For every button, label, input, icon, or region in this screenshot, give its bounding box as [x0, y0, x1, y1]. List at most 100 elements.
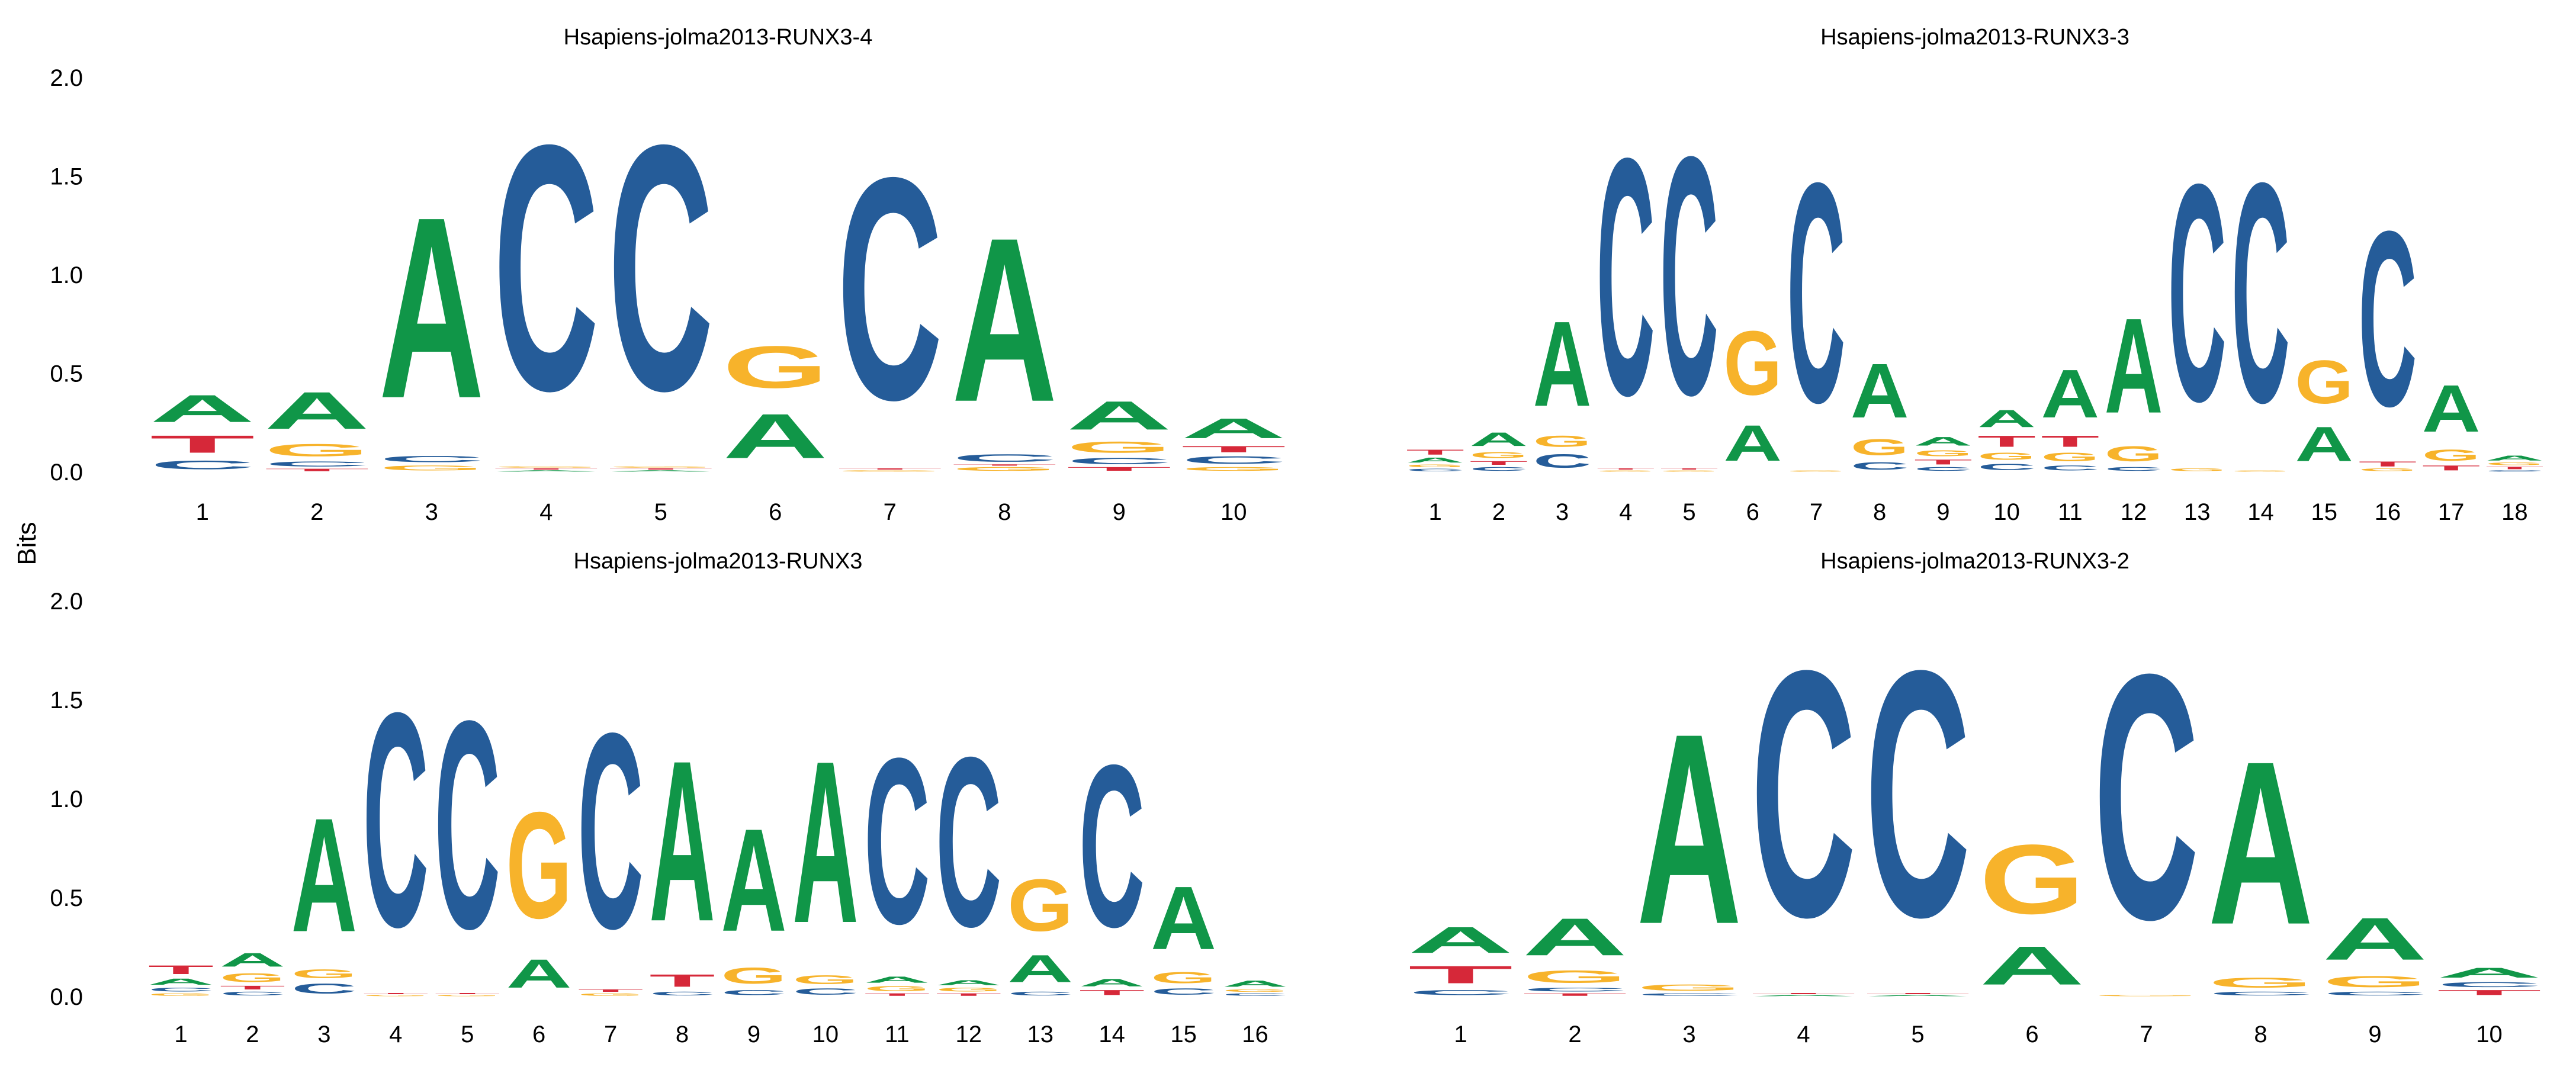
letter-a: A — [936, 979, 1001, 986]
letter-g: G — [1067, 438, 1172, 456]
x-tick-label: 12 — [2121, 499, 2147, 525]
letter-g: G — [2105, 442, 2163, 466]
letter-t: T — [1181, 444, 1286, 454]
letter-g: G — [363, 995, 429, 997]
letter-a: A — [493, 470, 599, 472]
letter-g: G — [1637, 983, 1742, 993]
logo-stack: AG — [506, 780, 572, 997]
logo-stack: CGA — [2323, 905, 2428, 997]
letter-a: A — [2422, 371, 2481, 446]
letter-t: T — [2485, 466, 2544, 470]
logo-stack: CGA — [1533, 295, 1592, 472]
letter-a: A — [2485, 454, 2544, 462]
x-tick-label: 10 — [812, 1021, 839, 1047]
logo-stack: CTA — [1408, 920, 1514, 997]
x-tick-label: 17 — [2438, 499, 2465, 525]
letter-t: T — [493, 468, 599, 470]
letter-g: G — [1914, 448, 1973, 458]
panel-title: Hsapiens-jolma2013-RUNX3-2 — [1820, 549, 2129, 574]
logo-stack: CGA — [2208, 712, 2314, 997]
logo-stack: GTC — [435, 658, 500, 997]
x-tick-label: 13 — [2184, 499, 2211, 525]
logo-stack: GC — [2231, 117, 2290, 472]
letter-c: C — [1406, 468, 1464, 472]
letter-c: C — [1470, 466, 1528, 472]
x-tick-label: 1 — [1428, 499, 1441, 525]
logo-panel-3: Hsapiens-jolma2013-RUNX3 0.0 0.5 1.0 1.5 2.0 1… — [50, 549, 1288, 1047]
letter-c: C — [1079, 716, 1145, 975]
x-tick-label: 4 — [389, 1021, 402, 1047]
logo-panel-1: Hsapiens-jolma2013-RUNX3-4 0.0 0.5 1.0 1.5 2.… — [50, 25, 1286, 525]
x-tick-label: 16 — [1242, 1021, 1268, 1047]
logo-stack: AG — [2295, 348, 2353, 472]
letter-c: C — [721, 989, 786, 997]
letter-g: G — [148, 992, 214, 997]
letter-c: C — [493, 73, 599, 464]
letter-t: T — [1406, 448, 1464, 456]
x-tick-label: 3 — [317, 1021, 330, 1047]
logo-stack: TGA — [2422, 371, 2481, 472]
letter-c: C — [2231, 117, 2290, 468]
logo-panel-4: Hsapiens-jolma2013-RUNX3-21CTA2TCGA3CGA4… — [1408, 549, 2542, 1047]
panel-title: Hsapiens-jolma2013-RUNX3-3 — [1820, 25, 2129, 50]
logo-stack: CTA — [649, 712, 715, 997]
letter-c: C — [837, 113, 943, 466]
letter-c: C — [1851, 460, 1909, 472]
letter-t: T — [1865, 992, 1971, 994]
letter-g: G — [264, 441, 370, 460]
letter-g: G — [936, 986, 1001, 992]
logo-stack: AG — [1980, 824, 2085, 996]
logo-stack: TCA — [2437, 965, 2542, 997]
letter-t: T — [1597, 468, 1655, 470]
logo-stack: GC — [1787, 117, 1846, 472]
x-tick-label: 9 — [2368, 1021, 2381, 1047]
letter-c: C — [649, 991, 715, 997]
letter-c: C — [148, 986, 214, 992]
x-tick-label: 15 — [1170, 1021, 1197, 1047]
letter-g: G — [220, 970, 285, 984]
letter-c: C — [1222, 992, 1288, 997]
logo-stack: CTA — [150, 387, 255, 472]
letter-a: A — [649, 712, 715, 969]
logo-stack: GTC — [363, 648, 429, 997]
letter-a: A — [1079, 977, 1145, 989]
x-tick-label: 2 — [1492, 499, 1505, 525]
letter-a: A — [1470, 429, 1528, 451]
x-tick-label: 10 — [2476, 1021, 2503, 1047]
letter-a: A — [220, 949, 285, 971]
y-tick-label: 0.0 — [50, 459, 83, 486]
letter-t: T — [608, 468, 714, 470]
letter-c: C — [2485, 470, 2544, 472]
letter-a: A — [1151, 868, 1216, 969]
letter-g: G — [721, 963, 786, 988]
x-tick-label: 9 — [747, 1021, 760, 1047]
logo-stack: GTC — [577, 676, 643, 997]
letter-g: G — [2168, 468, 2227, 472]
logo-stack: GC — [2094, 602, 2199, 997]
letter-c: C — [379, 454, 484, 464]
logo-stack: GTC — [2359, 179, 2417, 472]
letter-c: C — [1977, 462, 2036, 472]
x-tick-label: 1 — [196, 499, 209, 525]
y-tick-label: 0.5 — [50, 885, 83, 911]
x-tick-label: 6 — [2025, 1021, 2038, 1047]
logo-stack: CGA — [792, 712, 858, 997]
y-tick-label: 2.0 — [50, 65, 83, 91]
letter-t: T — [1470, 460, 1528, 466]
letter-g: G — [2485, 462, 2544, 466]
logo-stack: CGA — [1637, 678, 1742, 997]
letter-t: T — [1914, 458, 1973, 466]
letter-c: C — [2168, 120, 2227, 466]
x-tick-label: 3 — [1682, 1021, 1695, 1047]
letter-c: C — [264, 460, 370, 468]
x-tick-label: 9 — [1936, 499, 1949, 525]
letter-g: G — [577, 992, 643, 997]
letter-g: G — [2359, 468, 2417, 472]
x-tick-label: 7 — [1810, 499, 1823, 525]
